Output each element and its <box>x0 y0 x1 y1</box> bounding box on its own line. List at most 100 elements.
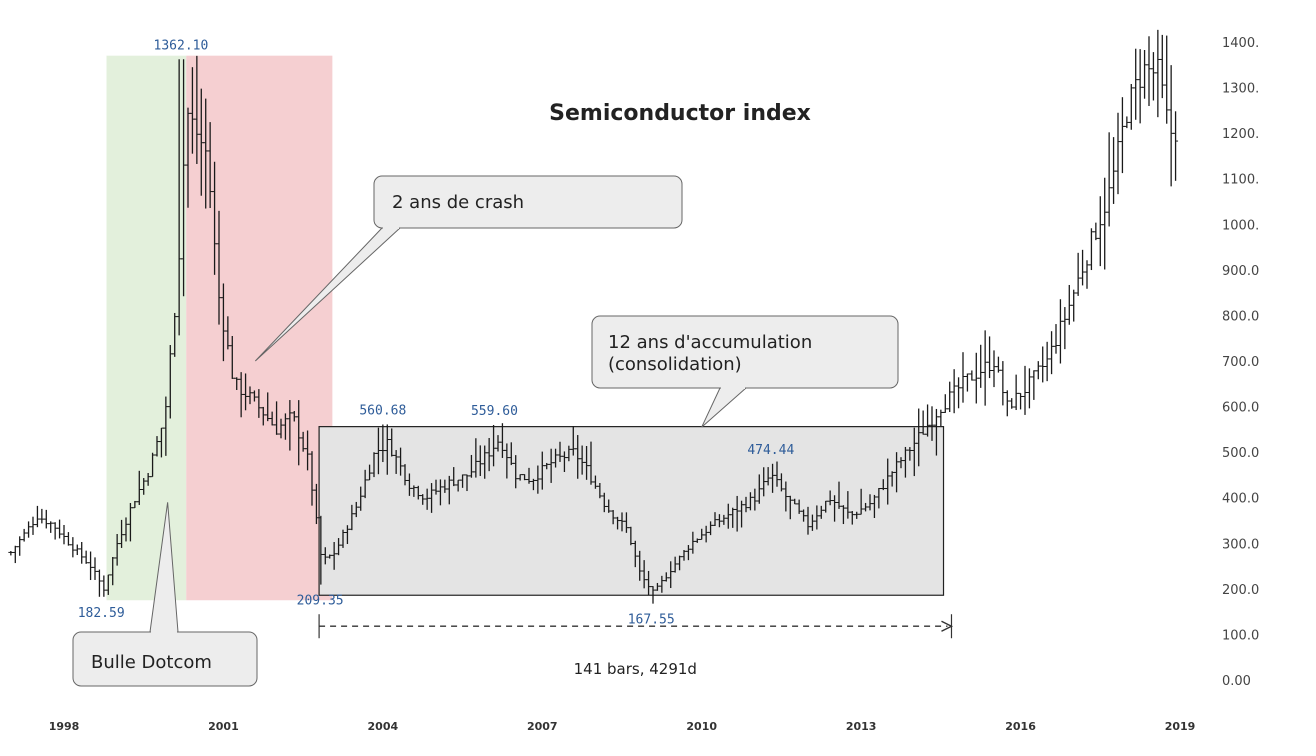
ohlc-bar-218 <box>973 352 979 404</box>
range-measure: 141 bars, 4291d <box>318 614 954 678</box>
ohlc-bar-2 <box>17 536 23 556</box>
ohlc-bar-220 <box>982 330 988 406</box>
ohlc-bar-1 <box>12 545 18 564</box>
ohlc-bar-224 <box>1000 361 1006 406</box>
ohlc-bar-228 <box>1018 392 1024 410</box>
x-tick-label-6: 2016 <box>1005 720 1036 733</box>
y-tick-label-2: 200.0 <box>1222 583 1259 598</box>
ohlc-bar-13 <box>65 532 71 546</box>
ohlc-bar-233 <box>1040 346 1046 383</box>
price-label-5: 474.44 <box>747 443 794 458</box>
callout-crash-box <box>373 175 683 229</box>
bubble-zone <box>106 55 187 601</box>
ohlc-bar-222 <box>991 350 997 388</box>
y-tick-label-11: 1100. <box>1222 173 1259 188</box>
measure-label: 141 bars, 4291d <box>574 660 697 678</box>
price-labels: 1362.10 182.59 209.35 560.68 559.60 474.44 167… <box>78 38 795 627</box>
ohlc-bar-19 <box>92 557 98 580</box>
callout-dotcom: Bulle Dotcom <box>72 502 258 687</box>
price-label-3: 560.68 <box>359 403 406 418</box>
y-axis: 0.00 100.0 200.0 300.0 400.0 500.0 600.0 700.0 8… <box>1222 36 1259 689</box>
ohlc-bar-258 <box>1150 52 1156 101</box>
ohlc-bar-240 <box>1071 289 1077 322</box>
consolidation-box <box>318 426 945 596</box>
ohlc-bar-5 <box>30 516 36 535</box>
y-tick-label-9: 900.0 <box>1222 264 1259 279</box>
highlight-zones <box>106 55 333 601</box>
ohlc-bar-229 <box>1022 365 1028 415</box>
price-label-6: 167.55 <box>628 613 675 628</box>
ohlc-bar-244 <box>1088 228 1094 271</box>
ohlc-bar-261 <box>1164 35 1170 124</box>
y-tick-label-4: 400.0 <box>1222 492 1259 507</box>
x-tick-label-2: 2004 <box>368 720 399 733</box>
ohlc-bar-257 <box>1146 36 1152 106</box>
y-tick-label-1: 100.0 <box>1222 628 1259 643</box>
ohlc-bar-12 <box>61 524 67 545</box>
y-tick-label-12: 1200. <box>1222 127 1259 142</box>
x-tick-label-0: 1998 <box>49 720 80 733</box>
ohlc-bar-254 <box>1133 48 1139 120</box>
y-tick-label-7: 700.0 <box>1222 355 1259 370</box>
y-tick-label-13: 1300. <box>1222 82 1259 97</box>
callout-dotcom-text-0: Bulle Dotcom <box>91 652 212 673</box>
ohlc-bar-226 <box>1009 398 1015 409</box>
ohlc-bar-251 <box>1119 97 1125 174</box>
x-tick-label-3: 2007 <box>527 720 558 733</box>
ohlc-bar-263 <box>1173 111 1179 181</box>
price-label-0: 1362.10 <box>154 38 209 53</box>
y-tick-label-5: 500.0 <box>1222 446 1259 461</box>
callout-accumulation: 12 ans d'accumulation(consolidation) <box>591 315 899 428</box>
ohlc-bar-8 <box>43 509 49 529</box>
ohlc-bar-255 <box>1137 49 1143 124</box>
x-tick-label-4: 2010 <box>686 720 717 733</box>
ohlc-bar-223 <box>995 356 1001 373</box>
crash-zone <box>186 55 333 601</box>
callouts: Bulle Dotcom 2 ans de crash 12 ans d'accum… <box>72 175 899 687</box>
ohlc-bar-17 <box>83 550 89 564</box>
ohlc-bar-217 <box>969 370 975 381</box>
ohlc-bar-225 <box>1004 390 1010 417</box>
ohlc-bar-21 <box>101 575 107 597</box>
callout-accumulation-pointer <box>701 387 748 428</box>
ohlc-bar-211 <box>942 394 948 413</box>
ohlc-bar-259 <box>1155 29 1161 118</box>
ohlc-bar-260 <box>1159 34 1165 99</box>
ohlc-bar-250 <box>1115 112 1121 195</box>
ohlc-bar-231 <box>1031 370 1037 400</box>
ohlc-bar-262 <box>1168 65 1174 187</box>
y-tick-label-0: 0.00 <box>1222 674 1251 689</box>
ohlc-bar-216 <box>964 373 970 392</box>
ohlc-bar-253 <box>1128 84 1134 130</box>
ohlc-bar-249 <box>1111 137 1117 204</box>
ohlc-bar-247 <box>1102 177 1108 270</box>
x-axis: 1998 2001 2004 2007 2010 2013 2016 2019 <box>49 720 1196 733</box>
ohlc-bar-3 <box>21 528 27 542</box>
ohlc-bar-239 <box>1066 284 1072 325</box>
y-tick-label-3: 300.0 <box>1222 537 1259 552</box>
ohlc-bar-20 <box>96 569 102 597</box>
ohlc-bar-237 <box>1057 299 1063 364</box>
price-label-4: 559.60 <box>471 404 518 419</box>
ohlc-bar-11 <box>57 519 63 539</box>
ohlc-bar-16 <box>79 541 85 564</box>
ohlc-bar-227 <box>1013 374 1019 411</box>
ohlc-bar-242 <box>1080 249 1086 286</box>
ohlc-bar-236 <box>1053 324 1059 354</box>
ohlc-bar-10 <box>52 522 58 540</box>
ohlc-bar-4 <box>26 521 32 538</box>
ohlc-bar-15 <box>74 544 80 556</box>
x-tick-label-5: 2013 <box>846 720 877 733</box>
ohlc-bar-235 <box>1049 331 1055 375</box>
ohlc-bar-238 <box>1062 307 1068 350</box>
callout-crash: 2 ans de crash <box>254 175 683 362</box>
callout-crash-text-0: 2 ans de crash <box>392 192 524 213</box>
ohlc-bar-6 <box>34 505 40 528</box>
ohlc-bar-221 <box>987 336 993 379</box>
ohlc-bar-243 <box>1084 260 1090 289</box>
ohlc-bar-7 <box>39 508 45 524</box>
ohlc-bar-246 <box>1097 196 1103 267</box>
ohlc-bar-241 <box>1075 252 1081 296</box>
ohlc-bar-256 <box>1142 49 1148 99</box>
